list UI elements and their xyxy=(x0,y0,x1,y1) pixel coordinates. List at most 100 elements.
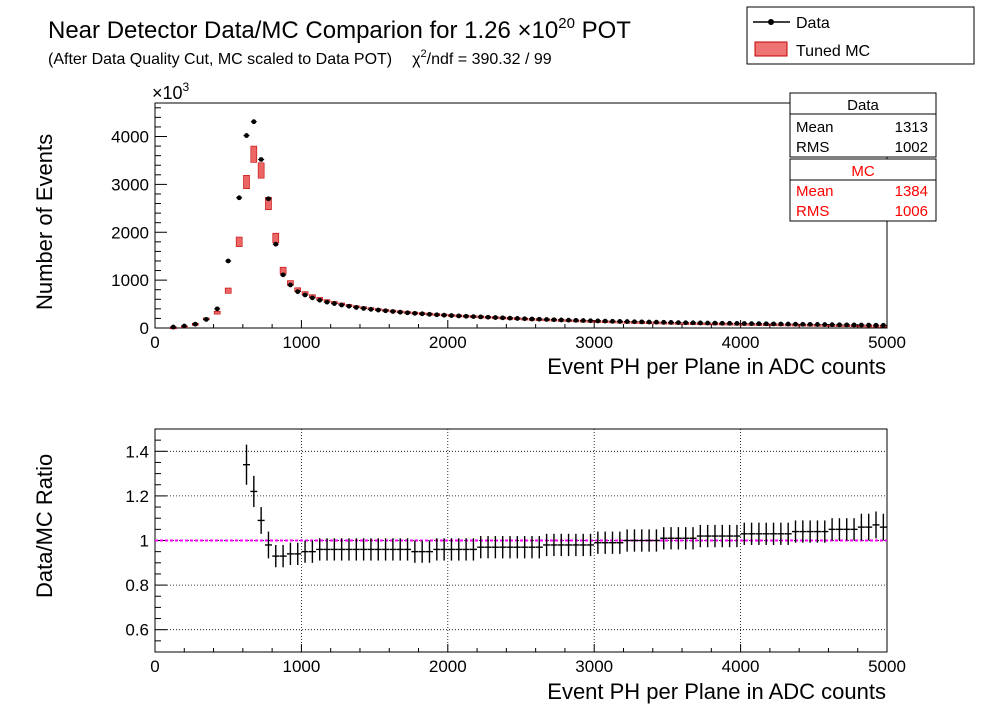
stats-mc-frame xyxy=(789,158,937,222)
data-point xyxy=(192,321,198,327)
data-point xyxy=(361,305,367,311)
bottom-x-tick-label: 4000 xyxy=(722,657,760,676)
stats-data-frame xyxy=(789,92,937,158)
data-point xyxy=(390,309,396,314)
data-point xyxy=(203,316,209,322)
data-point xyxy=(536,316,542,322)
data-point xyxy=(851,322,857,328)
data-point xyxy=(734,321,740,326)
data-point xyxy=(646,319,652,325)
bottom-y-tick-label: 1.4 xyxy=(125,442,149,461)
data-point xyxy=(675,320,681,325)
bottom-y-axis: 0.6 0.8 1 1.2 1.4 xyxy=(125,439,167,642)
data-point xyxy=(397,309,403,315)
top-data-series xyxy=(170,119,887,330)
top-y-axis: 0 1000 2000 3000 4000 xyxy=(111,107,167,338)
stats-box-data: Data Mean 1313 RMS 1002 xyxy=(789,92,937,158)
data-point xyxy=(514,316,520,321)
data-point xyxy=(822,322,828,327)
data-point xyxy=(778,321,784,327)
stats-mc-rms-label: RMS xyxy=(796,203,829,220)
top-x-axis-title: Event PH per Plane in ADC counts xyxy=(547,354,886,379)
top-x-axis: 0 1000 2000 3000 4000 5000 xyxy=(150,320,906,352)
data-point xyxy=(456,313,462,319)
data-point xyxy=(880,322,886,328)
bottom-panel: 0 1000 2000 3000 4000 5000 0.6 0.8 1 1.2 1.4 Even… xyxy=(32,428,906,704)
data-point xyxy=(492,315,498,320)
stats-data-rms-value: 1002 xyxy=(895,139,928,156)
data-point xyxy=(632,319,637,325)
data-point xyxy=(573,317,579,323)
bottom-y-tick-label: 1 xyxy=(140,532,149,551)
data-point xyxy=(551,317,557,323)
data-point xyxy=(225,258,231,264)
stats-box-mc: MC Mean 1384 RMS 1006 xyxy=(789,158,937,222)
legend: Data Tuned MC xyxy=(746,6,975,65)
data-point xyxy=(566,317,571,323)
top-x-tick-label: 5000 xyxy=(868,333,906,352)
data-point xyxy=(624,319,630,324)
data-point xyxy=(478,314,484,320)
data-point xyxy=(866,322,872,328)
data-point xyxy=(485,314,491,320)
mc-band-point xyxy=(272,232,280,244)
mc-band-point xyxy=(257,162,265,179)
data-point xyxy=(214,306,220,312)
legend-mc-label: Tuned MC xyxy=(796,43,870,60)
bottom-ratio-series xyxy=(243,444,887,568)
data-point xyxy=(295,289,301,295)
data-point xyxy=(837,322,842,328)
data-point xyxy=(324,299,330,305)
bottom-y-tick-label: 0.6 xyxy=(125,621,149,640)
data-point xyxy=(602,318,608,324)
data-point xyxy=(181,323,187,329)
data-point xyxy=(273,241,279,247)
bottom-x-tick-label: 0 xyxy=(150,657,159,676)
data-point xyxy=(668,320,674,325)
data-point xyxy=(705,320,711,326)
top-y-axis-title: Number of Events xyxy=(32,134,57,310)
top-y-tick-label: 3000 xyxy=(111,175,149,194)
data-point xyxy=(690,320,696,326)
legend-data-label: Data xyxy=(796,15,830,32)
data-point xyxy=(244,133,249,138)
data-point xyxy=(471,314,476,320)
data-point xyxy=(251,119,257,125)
data-point xyxy=(763,321,769,327)
stats-mc-rms-value: 1006 xyxy=(895,203,928,220)
data-point xyxy=(595,318,601,324)
top-panel: 0 1000 2000 3000 4000 5000 01000200030004000 … xyxy=(32,80,937,379)
data-point xyxy=(427,311,432,317)
legend-mc-swatch xyxy=(754,41,788,57)
bottom-x-tick-label: 3000 xyxy=(575,657,613,676)
data-point xyxy=(719,320,725,326)
bottom-x-tick-label: 5000 xyxy=(868,657,906,676)
data-point xyxy=(654,319,659,325)
stats-mc-mean-label: Mean xyxy=(796,183,834,200)
data-point xyxy=(331,301,337,306)
top-x-tick-label: 0 xyxy=(150,333,159,352)
stats-mc-mean-value: 1384 xyxy=(895,183,928,200)
data-point xyxy=(449,313,454,318)
data-point xyxy=(412,310,418,316)
bottom-x-tick-label: 1000 xyxy=(282,657,320,676)
top-x-tick-label: 4000 xyxy=(722,333,760,352)
stats-data-rms-label: RMS xyxy=(796,139,829,156)
data-point xyxy=(288,282,293,288)
mc-band-point xyxy=(213,310,221,315)
bottom-x-tick-label: 2000 xyxy=(429,657,467,676)
top-x-tick-label: 1000 xyxy=(282,333,320,352)
mc-band-point xyxy=(235,236,243,247)
data-point xyxy=(580,318,586,323)
data-point xyxy=(368,306,374,312)
data-point xyxy=(785,321,791,327)
data-point xyxy=(258,157,264,162)
bottom-y-tick-label: 0.8 xyxy=(125,576,149,595)
data-point xyxy=(727,320,733,326)
data-point xyxy=(588,318,593,324)
data-point xyxy=(441,312,447,318)
data-point xyxy=(793,321,798,327)
data-point xyxy=(807,321,813,327)
top-plot-frame xyxy=(154,102,888,329)
chart-title: Near Detector Data/MC Comparion for 1.26… xyxy=(48,15,631,44)
